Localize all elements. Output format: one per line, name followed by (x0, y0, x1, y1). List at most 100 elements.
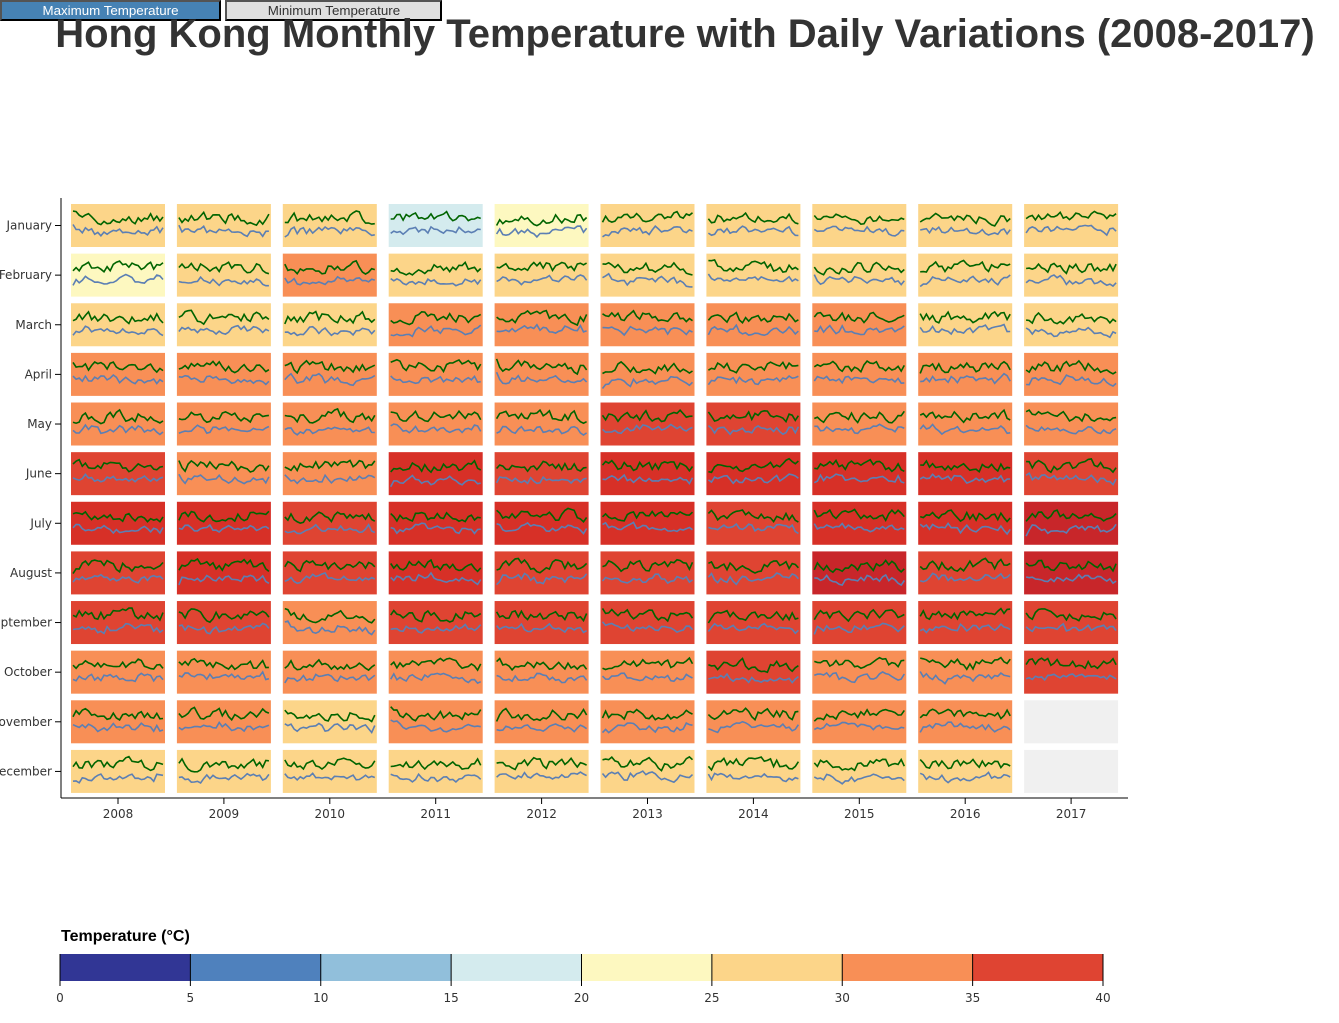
heatmap-cell-2016-december[interactable] (918, 749, 1013, 793)
heatmap-cell-2016-february[interactable] (918, 253, 1013, 297)
heatmap-cell-2008-may[interactable] (71, 402, 165, 446)
heatmap-cell-2010-july[interactable] (282, 501, 377, 545)
heatmap-cell-2010-december[interactable] (282, 749, 377, 793)
heatmap-cell-2014-december[interactable] (706, 749, 801, 793)
heatmap-cell-2015-december[interactable] (812, 749, 907, 793)
heatmap-cell-2015-april[interactable] (812, 352, 907, 396)
heatmap-cell-2013-july[interactable] (600, 501, 695, 545)
heatmap-cell-2009-october[interactable] (176, 650, 271, 694)
heatmap-cell-2014-april[interactable] (706, 352, 801, 396)
heatmap-cell-2017-june[interactable] (1024, 452, 1119, 496)
heatmap-cell-2011-february[interactable] (388, 253, 483, 297)
heatmap-cell-2008-july[interactable] (71, 501, 165, 545)
heatmap-cell-2010-april[interactable] (282, 352, 377, 396)
heatmap-cell-2016-october[interactable] (918, 650, 1013, 694)
heatmap-cell-2011-july[interactable] (388, 501, 483, 545)
heatmap-cell-2011-december[interactable] (388, 749, 483, 793)
heatmap-cell-2015-may[interactable] (812, 402, 907, 446)
heatmap-cell-2014-june[interactable] (706, 452, 801, 496)
heatmap-cell-2009-september[interactable] (176, 601, 271, 645)
heatmap-cell-2009-february[interactable] (176, 253, 271, 297)
heatmap-cell-2012-february[interactable] (494, 253, 589, 297)
heatmap-cell-2013-april[interactable] (600, 352, 695, 396)
heatmap-cell-2011-august[interactable] (388, 551, 483, 595)
heatmap-cell-2009-april[interactable] (176, 352, 271, 396)
heatmap-cell-2017-january[interactable] (1024, 204, 1119, 247)
heatmap-cell-2012-july[interactable] (494, 501, 589, 545)
heatmap-cell-2010-january[interactable] (282, 204, 377, 247)
heatmap-cell-2013-february[interactable] (600, 253, 695, 297)
minimum-temperature-button[interactable]: Minimum Temperature (225, 0, 443, 21)
heatmap-cell-2017-august[interactable] (1024, 551, 1119, 595)
heatmap-cell-2010-march[interactable] (282, 303, 377, 347)
heatmap-cell-2013-october[interactable] (600, 650, 695, 694)
heatmap-cell-2010-november[interactable] (282, 700, 377, 744)
heatmap-cell-2009-july[interactable] (176, 501, 271, 545)
heatmap-cell-2017-february[interactable] (1024, 253, 1119, 297)
heatmap-cell-2015-october[interactable] (812, 650, 907, 694)
heatmap-cell-2010-october[interactable] (282, 650, 377, 694)
heatmap-cell-2012-september[interactable] (494, 601, 589, 645)
heatmap-cell-2011-june[interactable] (388, 452, 483, 496)
heatmap-cell-2015-january[interactable] (812, 204, 907, 247)
heatmap-cell-2008-april[interactable] (71, 352, 165, 396)
heatmap-cell-2016-january[interactable] (918, 204, 1013, 247)
heatmap-cell-2016-november[interactable] (918, 700, 1013, 744)
heatmap-cell-2013-june[interactable] (600, 452, 695, 496)
heatmap-cell-2008-october[interactable] (71, 650, 165, 694)
heatmap-cell-2012-june[interactable] (494, 452, 589, 496)
heatmap-cell-2008-february[interactable] (71, 253, 165, 297)
heatmap-cell-2008-august[interactable] (71, 551, 165, 595)
heatmap-cell-2016-september[interactable] (918, 601, 1013, 645)
heatmap-cell-2017-october[interactable] (1024, 650, 1119, 694)
heatmap-cell-2009-november[interactable] (176, 700, 271, 744)
heatmap-cell-2011-october[interactable] (388, 650, 483, 694)
heatmap-cell-2008-december[interactable] (71, 749, 165, 793)
heatmap-cell-2012-october[interactable] (494, 650, 589, 694)
heatmap-cell-2012-august[interactable] (494, 551, 589, 595)
heatmap-cell-2016-august[interactable] (918, 551, 1013, 595)
heatmap-cell-2017-september[interactable] (1024, 601, 1119, 645)
heatmap-cell-2012-january[interactable] (494, 204, 589, 247)
heatmap-cell-2015-june[interactable] (812, 452, 907, 496)
heatmap-cell-2008-september[interactable] (71, 601, 165, 645)
heatmap-cell-2014-may[interactable] (706, 402, 801, 446)
heatmap-cell-2014-september[interactable] (706, 601, 801, 645)
heatmap-cell-2014-march[interactable] (706, 303, 801, 347)
heatmap-cell-2009-march[interactable] (176, 303, 271, 347)
heatmap-cell-2014-november[interactable] (706, 700, 801, 744)
maximum-temperature-button[interactable]: Maximum Temperature (0, 0, 221, 21)
heatmap-cell-2010-may[interactable] (282, 402, 377, 446)
heatmap-cell-2013-may[interactable] (600, 402, 695, 446)
heatmap-cell-2016-march[interactable] (918, 303, 1013, 347)
heatmap-cell-2015-september[interactable] (812, 601, 907, 645)
heatmap-cell-2011-september[interactable] (388, 601, 483, 645)
heatmap-cell-2014-february[interactable] (706, 253, 801, 297)
heatmap-cell-2008-march[interactable] (71, 303, 165, 347)
heatmap-cell-2013-december[interactable] (600, 749, 695, 793)
heatmap-cell-2009-june[interactable] (176, 452, 271, 496)
heatmap-cell-2013-november[interactable] (600, 700, 695, 744)
heatmap-cell-2014-october[interactable] (706, 650, 801, 694)
heatmap-cell-2014-july[interactable] (706, 501, 801, 545)
heatmap-cell-2008-june[interactable] (71, 452, 165, 496)
heatmap-cell-2011-april[interactable] (388, 352, 483, 396)
heatmap-cell-2008-november[interactable] (71, 700, 165, 744)
heatmap-cell-2011-november[interactable] (388, 700, 483, 744)
heatmap-cell-2015-november[interactable] (812, 700, 907, 744)
heatmap-cell-2015-august[interactable] (812, 551, 907, 595)
heatmap-cell-2012-december[interactable] (494, 749, 589, 793)
heatmap-cell-2009-may[interactable] (176, 402, 271, 446)
heatmap-cell-2013-january[interactable] (600, 204, 695, 247)
heatmap-cell-2017-july[interactable] (1024, 501, 1119, 545)
heatmap-cell-2010-august[interactable] (282, 551, 377, 595)
heatmap-cell-2016-april[interactable] (918, 352, 1013, 396)
heatmap-cell-2010-february[interactable] (282, 253, 377, 297)
heatmap-cell-2015-february[interactable] (812, 253, 907, 297)
heatmap-cell-2011-january[interactable] (388, 204, 483, 247)
heatmap-cell-2008-january[interactable] (71, 204, 165, 247)
heatmap-cell-2017-march[interactable] (1024, 303, 1119, 347)
heatmap-cell-2013-september[interactable] (600, 601, 695, 645)
heatmap-cell-2010-september[interactable] (282, 601, 377, 645)
heatmap-cell-2012-may[interactable] (494, 402, 589, 446)
